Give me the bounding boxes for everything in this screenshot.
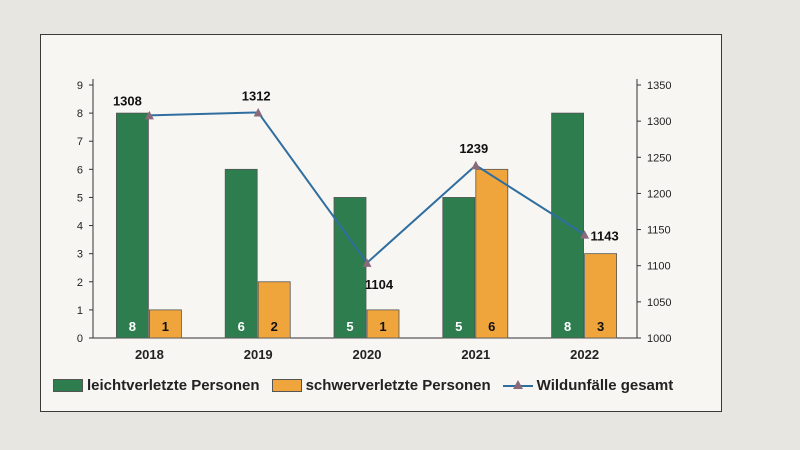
legend-label-schwer: schwerverletzte Personen [305, 377, 491, 394]
bar-leicht-2022 [551, 112, 585, 339]
line-value-label: 1104 [365, 277, 394, 292]
y-right-tick-label: 1300 [647, 116, 671, 128]
bar-value-label: 5 [455, 319, 462, 334]
bar-leicht-2018 [116, 112, 149, 339]
line-value-label: 1143 [590, 229, 618, 244]
bar-value-label: 8 [129, 319, 136, 334]
y-right-tick-label: 1200 [647, 188, 671, 200]
bar-schwer-2018 [149, 309, 182, 339]
bar-schwer-2020 [366, 309, 400, 339]
y-left-tick-label: 0 [77, 333, 83, 345]
line-value-label: 1239 [459, 141, 488, 156]
y-right-tick-label: 1250 [647, 152, 671, 164]
bar-value-label: 3 [597, 319, 604, 334]
bar-value-label: 1 [379, 319, 386, 334]
legend-label-wildunfaelle: Wildunfälle gesamt [536, 377, 674, 394]
line-value-label: 1308 [113, 93, 142, 108]
bar-schwer-2019 [257, 281, 291, 339]
y-left-tick-label: 3 [77, 249, 83, 261]
x-tick-label: 2020 [353, 347, 382, 362]
y-right-tick-label: 1100 [647, 261, 671, 273]
bar-schwer-2022 [584, 253, 617, 339]
bar-value-label: 2 [271, 319, 278, 334]
legend-swatch-wildunfaelle [502, 379, 533, 392]
bar-leicht-2021 [442, 197, 476, 339]
y-left-tick-label: 5 [77, 192, 83, 204]
y-left-tick-label: 2 [77, 277, 83, 289]
line-marker-2022 [580, 230, 590, 239]
legend-item-wildunfaelle: Wildunfälle gesamt [502, 377, 674, 394]
x-tick-label: 2022 [570, 347, 599, 362]
chart-svg: 0123456789100010501100115012001250130013… [77, 79, 671, 362]
chart-frame: 0 1 2 3 4 5 6 7 8 9 1000 1050 1100 1150 1200 1250 1300 13… [40, 34, 722, 412]
y-left-tick-label: 1 [77, 305, 83, 317]
y-left-tick-label: 9 [77, 80, 83, 92]
bar-value-label: 6 [488, 319, 495, 334]
x-tick-label: 2018 [135, 347, 164, 362]
legend-label-leicht: leichtverletzte Personen [87, 377, 260, 394]
y-left-tick-label: 8 [77, 108, 83, 120]
line-value-label: 1312 [242, 88, 271, 103]
x-tick-label: 2021 [461, 347, 490, 362]
legend-swatch-schwer [271, 379, 302, 392]
y-right-tick-label: 1050 [647, 297, 671, 309]
y-left-tick-label: 4 [77, 221, 83, 233]
y-right-tick-label: 1000 [647, 333, 671, 345]
bar-schwer-2021 [475, 168, 509, 339]
y-right-tick-label: 1150 [647, 225, 671, 237]
x-tick-label: 2019 [244, 347, 273, 362]
bar-value-label: 1 [162, 319, 169, 334]
bar-leicht-2019 [224, 168, 258, 339]
y-right-tick-label: 1350 [647, 80, 671, 92]
y-left-tick-label: 6 [77, 164, 83, 176]
line-marker-2018 [144, 110, 154, 120]
legend-swatch-leicht [53, 379, 83, 392]
bar-value-label: 6 [238, 319, 245, 334]
legend-item-leicht: leichtverletzte Personen [53, 377, 260, 394]
bar-value-label: 8 [564, 319, 571, 334]
line-marker-2020 [362, 258, 372, 267]
y-left-tick-label: 7 [77, 136, 83, 148]
legend-item-schwer: schwerverletzte Personen [271, 377, 491, 394]
line-marker-2019 [253, 107, 263, 117]
legend: leichtverletzte Personen schwerverletzte… [53, 377, 685, 394]
line-wildunfaelle [149, 111, 586, 265]
bar-leicht-2020 [333, 197, 367, 339]
line-marker-2021 [471, 160, 481, 170]
bar-value-label: 5 [346, 319, 353, 334]
